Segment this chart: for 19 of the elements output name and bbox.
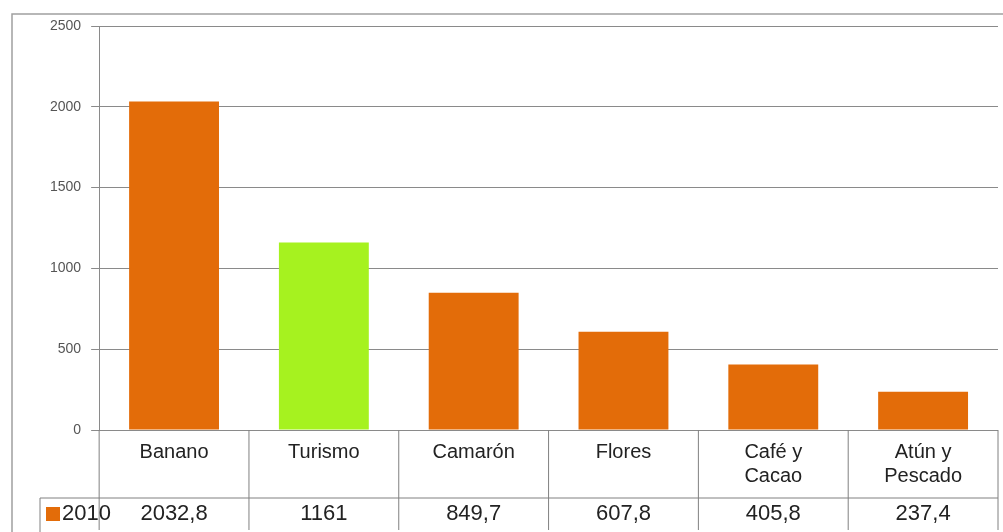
- x-tick-label: Café y Cacao: [744, 439, 803, 486]
- y-tick-label: 0: [73, 420, 82, 437]
- legend-label: 2010: [62, 500, 111, 526]
- y-tick-label: 2000: [49, 97, 82, 114]
- data-label: 405,8: [745, 500, 801, 526]
- data-label: 2032,8: [140, 500, 208, 526]
- x-tick-label: Flores: [595, 439, 652, 462]
- x-tick-label: Camarón: [432, 439, 515, 462]
- x-tick-label: Turismo: [288, 439, 360, 462]
- y-tick-label: 1500: [49, 178, 82, 195]
- y-tick-label: 1000: [49, 259, 82, 276]
- x-tick-label: Banano: [139, 439, 209, 462]
- data-label: 1161: [300, 500, 348, 526]
- data-label: 849,7: [446, 500, 502, 526]
- y-tick-label: 500: [57, 340, 82, 357]
- data-label: 237,4: [895, 500, 951, 526]
- x-tick-label: Atún y Pescado: [884, 439, 963, 486]
- data-label: 607,8: [595, 500, 652, 526]
- y-tick-label: 2500: [49, 16, 82, 33]
